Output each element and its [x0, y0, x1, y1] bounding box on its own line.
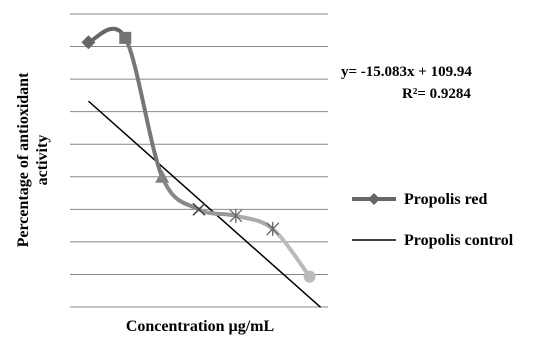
x-axis-label: Concentration µg/mL: [126, 318, 274, 335]
legend-item-propolis-red: Propolis red: [352, 191, 488, 208]
series-group: [86, 26, 312, 279]
marker-square: [119, 31, 132, 44]
series-segment: [123, 35, 165, 179]
marker-star: [266, 221, 280, 236]
marker-circle: [303, 270, 316, 283]
y-axis-label-line-1: Percentage of antioxidant: [15, 72, 32, 247]
y-axis-label: Percentage of antioxidant activity: [15, 72, 51, 247]
y-axis-label-line-2: activity: [34, 135, 51, 186]
series-segment: [160, 174, 201, 212]
legend: Propolis red Propolis control: [352, 191, 514, 249]
series-segment: [233, 213, 275, 231]
marker-triangle: [155, 169, 170, 183]
marker-star: [229, 208, 243, 223]
r-squared-label: R²= 0.9284: [402, 86, 471, 102]
legend-label-propolis-red: Propolis red: [404, 191, 488, 208]
series-segment: [197, 207, 238, 218]
grid-lines: [70, 13, 328, 308]
legend-label-propolis-control: Propolis control: [404, 232, 514, 249]
equation-label: y= -15.083x + 109.94: [341, 64, 472, 80]
legend-diamond-marker: [368, 193, 380, 205]
legend-item-propolis-control: Propolis control: [352, 232, 514, 249]
markers-group: [81, 31, 316, 283]
marker-x: [192, 202, 206, 216]
marker-diamond: [81, 35, 96, 50]
